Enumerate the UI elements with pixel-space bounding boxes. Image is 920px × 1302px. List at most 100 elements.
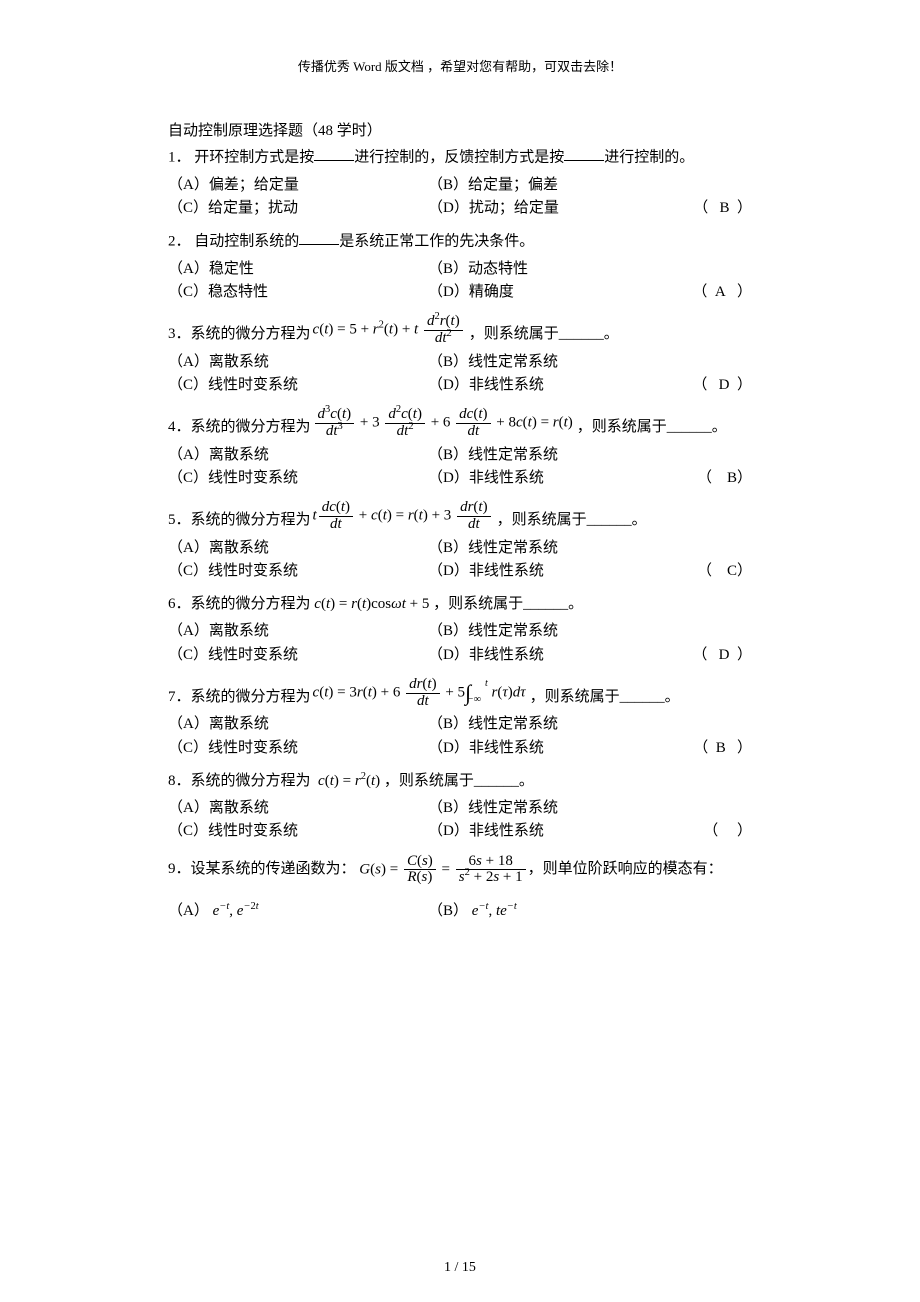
- q-number: 8．: [168, 773, 191, 789]
- stem-text: 系统的微分方程为: [191, 419, 311, 435]
- option-c: （C）线性时变系统: [168, 644, 428, 667]
- answer-cell: （ ）: [703, 820, 752, 843]
- stem-text: 系统的微分方程为: [191, 689, 311, 705]
- option-d: （D）非线性系统: [428, 737, 648, 760]
- stem-text: 系统的微分方程为: [191, 326, 311, 342]
- equation: c(t) = 5 + r2(t) + t d2r(t)dt2: [313, 314, 465, 347]
- option-d: （D）非线性系统: [428, 820, 648, 843]
- stem-text: ，则单位阶跃响应的模态有：: [528, 858, 723, 881]
- stem-text: ，则系统属于______。: [577, 416, 727, 439]
- answer-letter: B: [719, 200, 729, 216]
- stem-text: 进行控制的，反馈控制方式是按: [354, 149, 564, 165]
- option-d: （D）非线性系统: [428, 467, 648, 490]
- question-8: 8．系统的微分方程为 c(t) = r2(t) ，则系统属于______。 （A…: [168, 770, 752, 844]
- option-b: （B）线性定常系统: [428, 620, 648, 643]
- option-b: （B）线性定常系统: [428, 351, 648, 374]
- answer-cell: （ C）: [697, 560, 752, 583]
- question-7: 7．系统的微分方程为 c(t) = 3r(t) + 6 dr(t)dt + 5∫…: [168, 677, 752, 760]
- question-stem: 3．系统的微分方程为 c(t) = 5 + r2(t) + t d2r(t)dt…: [168, 314, 619, 347]
- answer-letter: A: [715, 284, 726, 300]
- option-c: （C）线性时变系统: [168, 467, 428, 490]
- q-number: 9．: [168, 861, 191, 877]
- q-number: 7．: [168, 689, 191, 705]
- answer-letter: C: [727, 563, 737, 579]
- equation: c(t) = r2(t): [314, 773, 380, 789]
- answer-letter: D: [719, 377, 730, 393]
- option-d: （D）非线性系统: [428, 644, 648, 667]
- answer-cell: （ A ）: [692, 281, 752, 304]
- page-number: 1 / 15: [0, 1260, 920, 1276]
- option-b: （B）线性定常系统: [428, 713, 648, 736]
- option-a: （A）离散系统: [168, 713, 428, 736]
- stem-text: 系统的微分方程为: [191, 596, 311, 612]
- option-b: （B） e−t, te−t: [428, 900, 648, 923]
- option-a: （A）离散系统: [168, 797, 428, 820]
- question-1: 1． 开环控制方式是按进行控制的，反馈控制方式是按进行控制的。 （A）偏差；给定…: [168, 146, 752, 220]
- option-c: （C）线性时变系统: [168, 560, 428, 583]
- question-stem: 6．系统的微分方程为 c(t) = r(t)cosωt + 5 ，则系统属于__…: [168, 593, 752, 616]
- stem-text: ，则系统属于______。: [384, 773, 534, 789]
- question-stem: 9．设某系统的传递函数为： G(s) = C(s)R(s) = 6s + 18s…: [168, 854, 752, 887]
- answer-letter: B: [727, 470, 737, 486]
- answer-cell: （ B ）: [693, 197, 752, 220]
- stem-text: ，则系统属于______。: [530, 686, 680, 709]
- answer-cell: （ D ）: [692, 374, 752, 397]
- option-a: （A）稳定性: [168, 258, 428, 281]
- option-c: （C）稳态特性: [168, 281, 428, 304]
- q-number: 6．: [168, 596, 191, 612]
- option-d: （D）非线性系统: [428, 374, 648, 397]
- option-d: （D）扰动；给定量: [428, 197, 648, 220]
- option-a: （A）离散系统: [168, 537, 428, 560]
- equation: c(t) = r(t)cosωt + 5: [314, 596, 429, 612]
- answer-letter: B: [716, 740, 726, 756]
- question-stem: 4．系统的微分方程为 d3c(t)dt3 + 3 d2c(t)dt2 + 6 d…: [168, 407, 727, 440]
- option-c: （C）线性时变系统: [168, 374, 428, 397]
- option-b: （B）给定量；偏差: [428, 174, 648, 197]
- question-stem: 1． 开环控制方式是按进行控制的，反馈控制方式是按进行控制的。: [168, 146, 752, 170]
- options: （A）离散系统 （B）线性定常系统 （C）线性时变系统 （D）非线性系统 （ ）: [168, 797, 752, 844]
- stem-text: 设某系统的传递函数为：: [191, 861, 356, 877]
- options: （A）离散系统 （B）线性定常系统 （C）线性时变系统 （D）非线性系统 （ B…: [168, 444, 752, 491]
- options: （A）离散系统 （B）线性定常系统 （C）线性时变系统 （D）非线性系统 （ B…: [168, 713, 752, 760]
- question-stem: 7．系统的微分方程为 c(t) = 3r(t) + 6 dr(t)dt + 5∫…: [168, 677, 680, 710]
- stem-text: ，则系统属于______。: [433, 596, 583, 612]
- stem-text: 系统的微分方程为: [191, 773, 311, 789]
- options: （A） e−t, e−2t （B） e−t, te−t: [168, 900, 752, 923]
- question-stem: 2． 自动控制系统的是系统正常工作的先决条件。: [168, 230, 752, 254]
- equation: G(s) = C(s)R(s) = 6s + 18s2 + 2s + 1: [359, 854, 527, 887]
- options: （A）离散系统 （B）线性定常系统 （C）线性时变系统 （D）非线性系统 （ C…: [168, 537, 752, 584]
- question-stem: 8．系统的微分方程为 c(t) = r2(t) ，则系统属于______。: [168, 770, 752, 793]
- stem-text: ，则系统属于______。: [497, 509, 647, 532]
- stem-text: ，则系统属于______。: [469, 323, 619, 346]
- option-d: （D）精确度: [428, 281, 648, 304]
- stem-text: 是系统正常工作的先决条件。: [339, 233, 534, 249]
- equation: c(t) = 3r(t) + 6 dr(t)dt + 5∫−∞t r(τ)dτ: [313, 677, 526, 710]
- q-number: 3．: [168, 326, 191, 342]
- answer-cell: （ B）: [697, 467, 752, 490]
- stem-text: 进行控制的。: [604, 149, 694, 165]
- option-b: （B）线性定常系统: [428, 797, 648, 820]
- question-2: 2． 自动控制系统的是系统正常工作的先决条件。 （A）稳定性 （B）动态特性 （…: [168, 230, 752, 304]
- option-b: （B）动态特性: [428, 258, 648, 281]
- question-4: 4．系统的微分方程为 d3c(t)dt3 + 3 d2c(t)dt2 + 6 d…: [168, 407, 752, 490]
- options: （A）稳定性 （B）动态特性 （C）稳态特性 （D）精确度 （ A ）: [168, 258, 752, 305]
- option-a: （A）偏差；给定量: [168, 174, 428, 197]
- q-number: 1．: [168, 149, 191, 165]
- option-c: （C）线性时变系统: [168, 737, 428, 760]
- equation: d3c(t)dt3 + 3 d2c(t)dt2 + 6 dc(t)dt + 8c…: [313, 407, 573, 440]
- question-9: 9．设某系统的传递函数为： G(s) = C(s)R(s) = 6s + 18s…: [168, 854, 752, 924]
- stem-text: 自动控制系统的: [194, 233, 299, 249]
- document-page: 传播优秀 Word 版文档 ，希望对您有帮助，可双击去除！ 自动控制原理选择题（…: [0, 0, 920, 1302]
- option-d: （D）非线性系统: [428, 560, 648, 583]
- option-c: （C）给定量；扰动: [168, 197, 428, 220]
- option-a: （A） e−t, e−2t: [168, 900, 428, 923]
- question-stem: 5．系统的微分方程为 tdc(t)dt + c(t) = r(t) + 3 dr…: [168, 500, 647, 533]
- stem-text: 系统的微分方程为: [191, 512, 311, 528]
- answer-cell: （ D ）: [692, 644, 752, 667]
- document-title: 自动控制原理选择题（48 学时）: [168, 119, 752, 140]
- option-b: （B）线性定常系统: [428, 444, 648, 467]
- header-note: 传播优秀 Word 版文档 ，希望对您有帮助，可双击去除！: [168, 56, 752, 75]
- answer-letter: D: [719, 647, 730, 663]
- answer-cell: （ B ）: [693, 737, 752, 760]
- option-c: （C）线性时变系统: [168, 820, 428, 843]
